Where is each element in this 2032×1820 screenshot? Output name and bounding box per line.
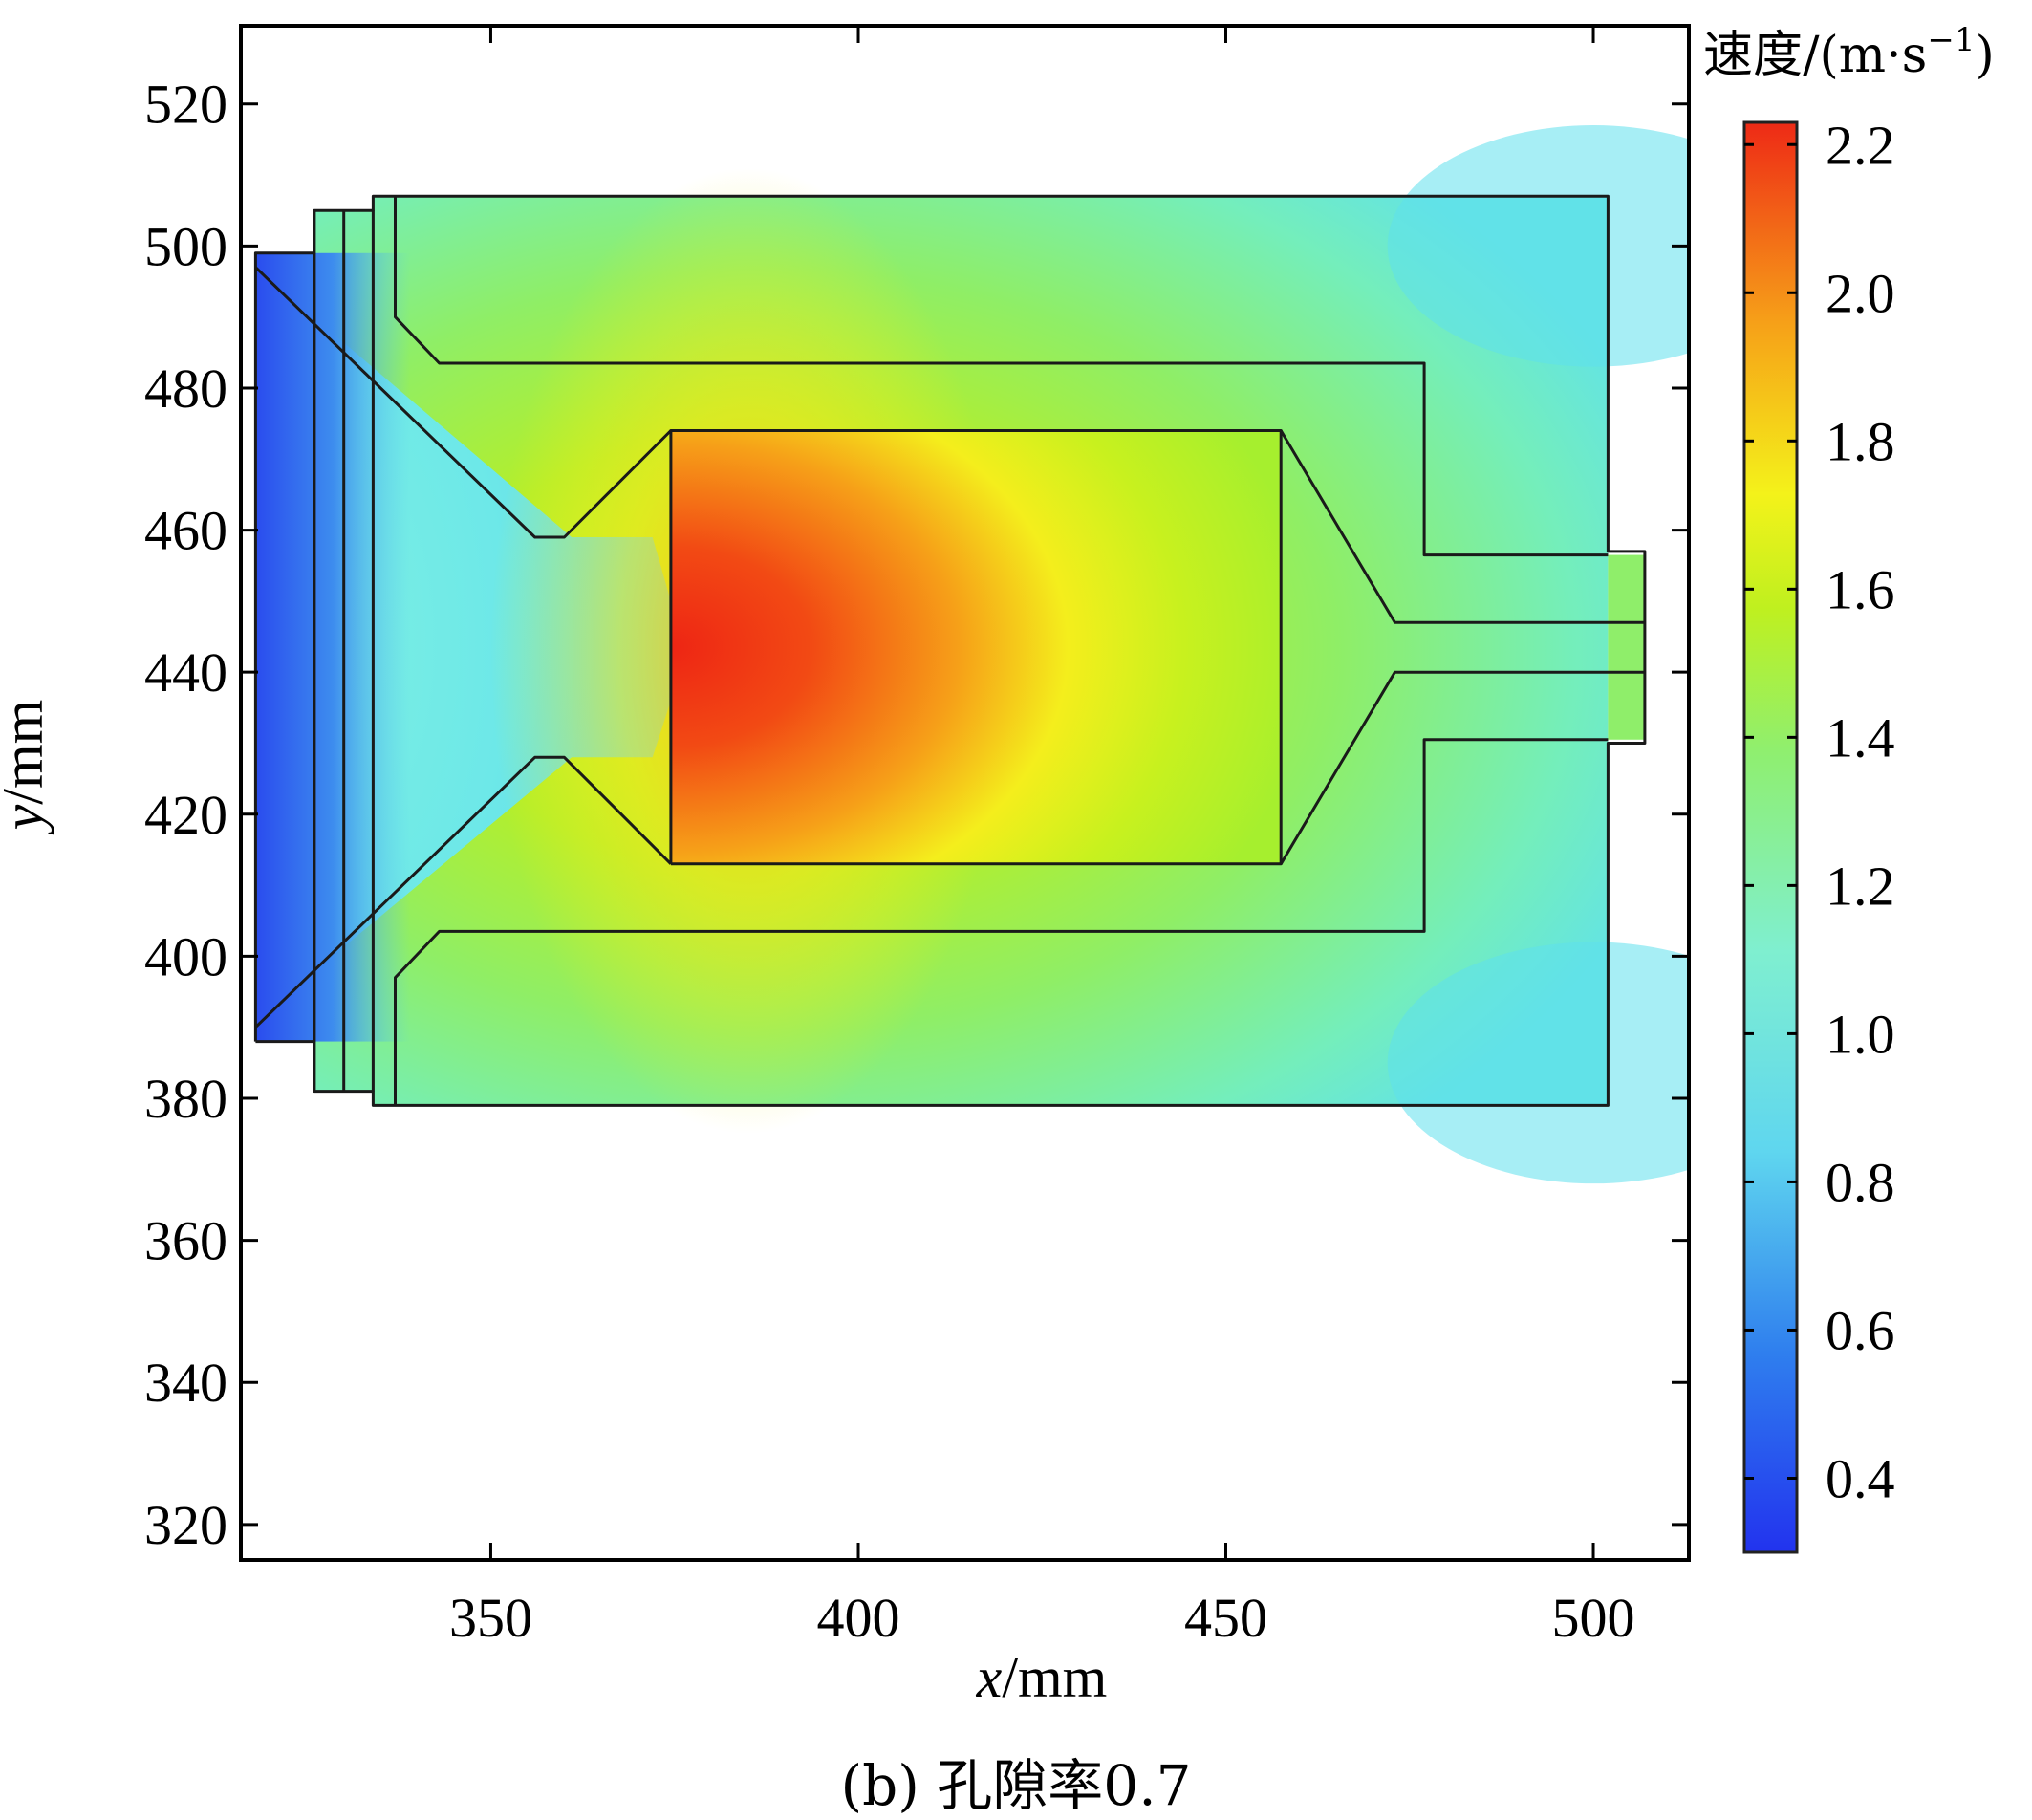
figure-caption: (b) 孔隙率0.7: [840, 1753, 1191, 1818]
corner-cyan-bottom: [1387, 942, 1689, 1184]
plot-frame: [239, 24, 1691, 1562]
y-tick-label: 340: [144, 1352, 227, 1414]
colorbar-title: 速度/(m·s−1): [1703, 21, 1995, 84]
colorbar-tick-label: 1.4: [1826, 706, 1895, 769]
colorbar-tick-label: 2.2: [1826, 114, 1895, 176]
y-tick-label: 440: [144, 641, 227, 704]
colorbar-tick-label: 0.4: [1826, 1447, 1895, 1509]
inner-baffle-top: [394, 196, 1609, 557]
colorbar-tick-label: 1.8: [1826, 410, 1895, 472]
low-speed-band: [255, 252, 410, 1042]
colorbar-tick-label: 1.0: [1826, 1003, 1895, 1065]
x-tick-label: 350: [449, 1587, 532, 1649]
corner-cyan-top: [1387, 125, 1689, 367]
outlet: [1608, 554, 1645, 740]
y-tick-label: 460: [144, 500, 227, 562]
x-axis-ticks: 350 400 450 500: [449, 26, 1635, 1649]
y-tick-label: 500: [144, 215, 227, 277]
geometry-outlines: [253, 194, 1647, 1107]
y-tick-label: 320: [144, 1494, 227, 1556]
exit-top: [1279, 429, 1645, 624]
cone-bottom: [254, 755, 672, 1029]
x-tick-label: 400: [816, 1587, 899, 1649]
cone-top: [254, 266, 672, 539]
high-speed-core: [670, 430, 1282, 864]
x-tick-label: 500: [1552, 1587, 1635, 1649]
exit-bottom: [1279, 670, 1645, 865]
colorbar-tick-label: 2.0: [1826, 262, 1895, 324]
y-tick-label: 520: [144, 74, 227, 136]
x-axis-title: x/mm: [976, 1646, 1108, 1709]
y-tick-label: 400: [144, 925, 227, 987]
y-tick-label: 360: [144, 1210, 227, 1272]
y-axis-ticks: 320 340 360 380 400 420 440 460 480 500 520: [144, 74, 1689, 1556]
colorbar-tick-label: 0.6: [1826, 1299, 1895, 1361]
colorbar: [1742, 120, 1799, 1554]
y-axis-title: y/mm: [0, 700, 54, 836]
colorbar-tick-label: 0.8: [1826, 1151, 1895, 1213]
y-tick-label: 480: [144, 358, 227, 420]
outer-boundary: [253, 194, 1647, 1107]
colorbar-tick-label: 1.2: [1826, 855, 1895, 917]
x-tick-label: 450: [1184, 1587, 1267, 1649]
colorbar-tick-label: 1.6: [1826, 558, 1895, 620]
inner-baffle-bottom: [394, 738, 1609, 1106]
velocity-field: [255, 125, 1689, 1184]
colorbar-ticks: 0.4 0.6 0.8 1.0 1.2 1.4 1.6 1.8 2.0 2.2: [1744, 114, 1895, 1509]
y-tick-label: 380: [144, 1068, 227, 1130]
y-tick-label: 420: [144, 784, 227, 846]
